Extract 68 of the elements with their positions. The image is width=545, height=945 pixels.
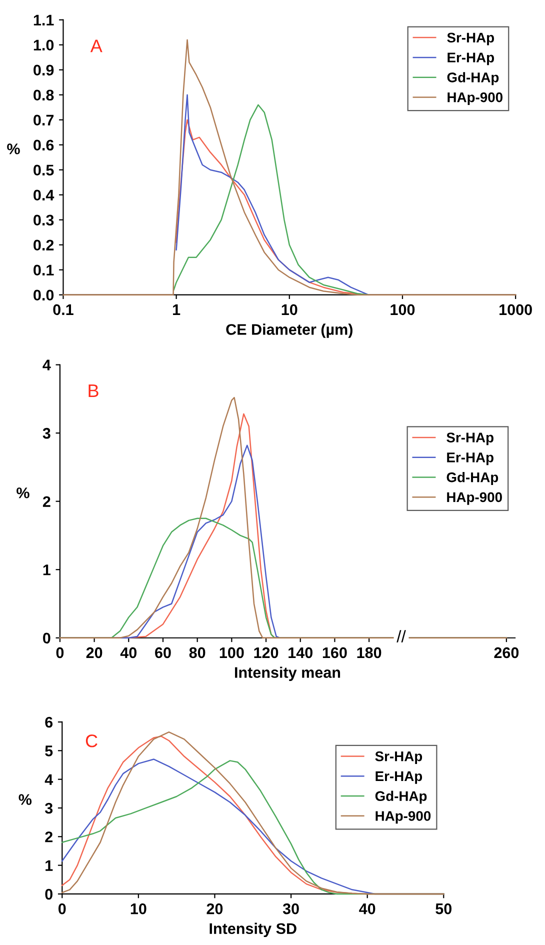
- x-tick-label: 160: [322, 647, 347, 658]
- legend-label: Er-HAp: [376, 771, 422, 784]
- legend-label: Sr-HAp: [447, 32, 494, 46]
- y-tick-label: 0.2: [34, 240, 54, 251]
- y-tick-label: 0: [45, 888, 52, 900]
- legend-label: Er-HAp: [447, 452, 494, 466]
- legend-label: Gd-HAp: [375, 790, 427, 804]
- y-tick-label: 3: [44, 802, 53, 814]
- y-axis-title: %: [7, 144, 20, 154]
- x-tick-label: 1000: [500, 304, 532, 316]
- x-tick-label: 40: [359, 903, 376, 914]
- y-tick-label: 0.5: [34, 164, 54, 176]
- x-tick-label: 80: [189, 647, 206, 658]
- legend-label: HAp-900: [448, 92, 503, 105]
- x-tick-label: 140: [288, 647, 312, 658]
- y-tick-label: 1: [43, 564, 50, 576]
- x-tick-label: 30: [282, 903, 299, 914]
- x-tick-label: 50: [436, 903, 452, 914]
- x-tick-label: 0: [56, 647, 64, 658]
- y-tick-label: 5: [45, 746, 53, 756]
- x-tick-label: 10: [282, 304, 298, 316]
- y-tick-label: 0.9: [34, 64, 54, 76]
- legend-label: HAp-900: [447, 492, 502, 505]
- y-tick-label: 1.0: [34, 40, 54, 51]
- y-tick-label: 0.8: [34, 90, 54, 101]
- x-tick-label: 100: [390, 304, 415, 316]
- y-axis-title: %: [18, 794, 32, 805]
- y-tick-label: 0: [43, 632, 50, 644]
- x-axis-title: Intensity mean: [235, 666, 340, 681]
- x-tick-label: 60: [155, 647, 171, 658]
- y-axis-title: %: [16, 488, 30, 498]
- annotation: B: [88, 384, 98, 397]
- y-tick-label: 1: [46, 860, 53, 871]
- x-tick-label: 20: [206, 903, 223, 914]
- annotation: C: [86, 734, 98, 748]
- legend-label: Sr-HAp: [446, 432, 494, 446]
- x-tick-label: 120: [254, 647, 278, 658]
- annotation: //: [396, 630, 406, 642]
- y-tick-label: 0.6: [34, 140, 54, 151]
- x-tick-label: 180: [357, 647, 382, 658]
- x-tick-label: 40: [120, 647, 137, 658]
- y-tick-label: 6: [45, 716, 53, 728]
- legend-label: Gd-HAp: [447, 72, 499, 86]
- x-tick-label: 100: [220, 647, 244, 658]
- legend-label: Er-HAp: [448, 52, 494, 66]
- y-tick-label: 0.1: [34, 264, 54, 276]
- x-axis-title: Intensity SD: [210, 922, 296, 938]
- y-tick-label: 4: [44, 774, 54, 785]
- x-tick-label: 0.1: [53, 304, 74, 316]
- legend-label: Sr-HAp: [375, 751, 422, 764]
- y-tick-label: 0.3: [34, 214, 54, 226]
- y-tick-label: 2: [42, 496, 50, 507]
- legend-label: Gd-HAp: [446, 472, 498, 485]
- y-tick-label: 0.7: [34, 114, 54, 126]
- y-tick-label: 1.1: [34, 14, 54, 26]
- x-tick-label: 260: [494, 647, 519, 658]
- x-tick-label: 0: [58, 903, 66, 914]
- y-tick-label: 4: [42, 360, 51, 370]
- x-tick-label: 1: [173, 304, 180, 315]
- annotation: A: [90, 40, 102, 52]
- legend-label: HAp-900: [376, 811, 431, 824]
- y-tick-label: 2: [45, 832, 52, 842]
- x-tick-label: 20: [86, 647, 102, 658]
- y-tick-label: 3: [42, 428, 50, 439]
- x-tick-label: 10: [130, 903, 146, 914]
- y-tick-label: 0.0: [34, 290, 54, 301]
- x-axis-title: CE Diameter (µm): [226, 324, 352, 338]
- y-tick-label: 0.4: [34, 190, 54, 201]
